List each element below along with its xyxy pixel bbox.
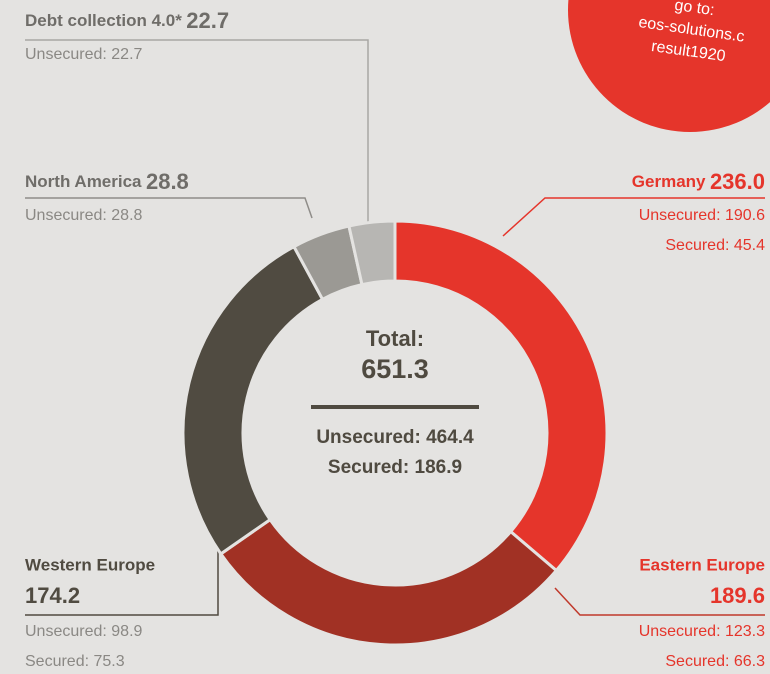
- donut: [181, 219, 609, 647]
- segment-detail: Unsecured: 190.6: [639, 207, 765, 224]
- segment-detail: Unsecured: 28.8: [25, 207, 143, 224]
- segment-detail: Secured: 66.3: [665, 653, 765, 670]
- donut-segment: [181, 244, 325, 556]
- segment-detail: Unsecured: 123.3: [639, 623, 765, 640]
- segment-detail: Secured: 75.3: [25, 653, 125, 670]
- donut-segment: [393, 219, 609, 573]
- center-title: Total:: [366, 326, 424, 351]
- segment-name: Eastern Europe: [639, 555, 765, 574]
- center-line: Secured: 186.9: [328, 457, 462, 478]
- link-line: go to:: [673, 0, 715, 19]
- leader-line: [25, 39, 369, 238]
- segment-value: 236.0: [710, 169, 765, 194]
- segment-name: North America: [25, 172, 142, 191]
- leader-line: [25, 197, 313, 219]
- donut-segment: [347, 219, 397, 287]
- segment-label: North America 28.8: [25, 169, 189, 194]
- link-badge: [568, 0, 770, 132]
- segment-name: Germany: [632, 172, 706, 191]
- segment-detail: Secured: 45.4: [665, 237, 765, 254]
- segment-value: 22.7: [186, 8, 229, 33]
- leader-line: [554, 587, 765, 616]
- segment-name: Debt collection 4.0*: [25, 11, 182, 30]
- segment-detail: Unsecured: 22.7: [25, 46, 143, 63]
- leader-line: [502, 197, 765, 237]
- center-line: Unsecured: 464.4: [316, 427, 474, 448]
- segment-label: Germany 236.0: [632, 169, 765, 194]
- segment-name: Western Europe: [25, 555, 155, 574]
- leader-line: [25, 548, 219, 616]
- center-total: 651.3: [361, 354, 429, 384]
- segment-label: Debt collection 4.0* 22.7: [25, 8, 229, 33]
- segment-value: 189.6: [710, 583, 765, 608]
- segment-value: 174.2: [25, 583, 80, 608]
- segment-detail: Unsecured: 98.9: [25, 623, 143, 640]
- segment-value: 28.8: [146, 169, 189, 194]
